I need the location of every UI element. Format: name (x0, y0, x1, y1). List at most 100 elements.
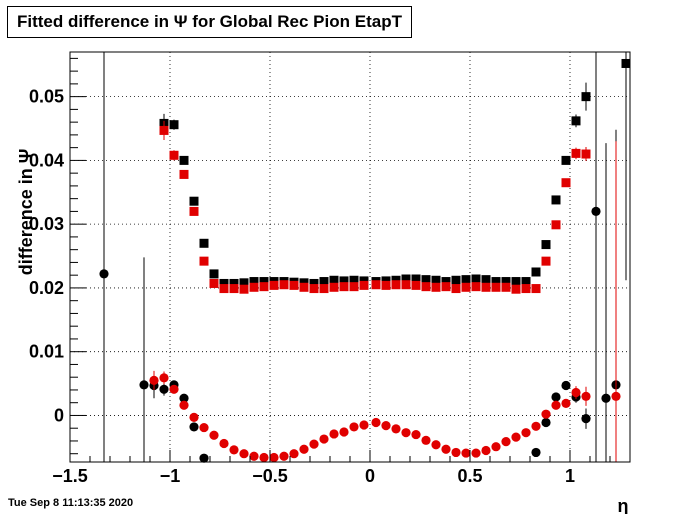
y-tick-label: 0.05 (29, 87, 64, 107)
y-tick-label: 0.02 (29, 278, 64, 298)
timestamp-label: Tue Sep 8 11:13:35 2020 (8, 497, 134, 509)
data-point-square (531, 284, 541, 294)
data-point-square (199, 238, 209, 248)
data-point-circle (551, 392, 561, 402)
data-point-square (621, 58, 631, 68)
data-point-circle (591, 206, 601, 217)
data-point-square (491, 277, 501, 287)
data-point-circle (581, 391, 591, 401)
data-point-circle (259, 452, 269, 463)
data-point-square (269, 280, 279, 290)
data-point-square (319, 277, 329, 287)
data-point-circle (611, 391, 621, 401)
data-point-square (561, 155, 571, 165)
data-point-circle (249, 451, 259, 461)
data-point-square (259, 282, 269, 292)
data-point-circle (551, 400, 561, 410)
data-point-square (541, 256, 551, 266)
data-point-square (329, 282, 339, 292)
data-point-square (461, 282, 471, 292)
data-point-square (541, 240, 551, 250)
data-point-circle (491, 442, 501, 452)
data-point-square (561, 178, 571, 188)
data-point-circle (359, 420, 369, 430)
data-point-square (179, 155, 189, 165)
data-point-square (259, 277, 269, 287)
data-point-square (521, 284, 531, 294)
y-tick-label: 0.01 (29, 342, 64, 362)
data-point-circle (289, 449, 299, 459)
series-3 (149, 141, 621, 463)
data-point-circle (531, 421, 541, 431)
data-point-circle (189, 412, 199, 422)
data-point-square (329, 275, 339, 285)
data-point-square (169, 150, 179, 160)
y-tick-label: 0.04 (29, 150, 64, 170)
data-point-circle (601, 393, 611, 403)
data-point-square (391, 280, 401, 290)
data-point-square (491, 282, 501, 292)
data-point-square (441, 282, 451, 292)
data-point-square (189, 206, 199, 216)
data-point-square (511, 277, 521, 287)
data-point-square (521, 277, 531, 287)
data-point-circle (219, 438, 229, 449)
data-point-circle (339, 427, 349, 437)
data-point-square (431, 275, 441, 285)
data-point-circle (139, 380, 149, 390)
data-point-circle (541, 417, 551, 428)
data-point-square (319, 284, 329, 294)
data-point-square (581, 92, 591, 102)
data-point-circle (239, 449, 249, 459)
data-point-circle (319, 434, 329, 444)
x-tick-label: −1 (160, 466, 181, 486)
data-point-square (229, 284, 239, 294)
data-point-circle (511, 432, 521, 442)
data-point-square (159, 125, 169, 135)
data-point-square (501, 282, 511, 292)
data-point-circle (299, 444, 309, 454)
data-point-circle (561, 380, 571, 391)
data-point-circle (471, 448, 481, 458)
data-point-circle (371, 417, 381, 428)
data-point-circle (571, 387, 581, 398)
data-point-square (551, 195, 561, 205)
data-point-square (471, 274, 481, 284)
data-point-square (571, 148, 581, 158)
data-point-square (179, 169, 189, 179)
data-point-square (401, 274, 411, 284)
data-point-square (249, 282, 259, 292)
data-point-circle (269, 452, 279, 463)
data-point-square (239, 278, 249, 288)
data-point-circle (581, 414, 591, 424)
series-2 (99, 52, 621, 463)
data-point-square (381, 280, 391, 290)
data-point-square (421, 275, 431, 285)
data-point-square (359, 280, 369, 290)
data-point-square (209, 269, 219, 279)
data-point-square (279, 280, 289, 290)
data-point-circle (169, 384, 179, 394)
data-point-square (229, 278, 239, 288)
data-point-circle (421, 435, 431, 445)
tick-labels: −1.5 −1 −0.5 0 0.5 1 0 0.01 0.02 0.03 0.04 0.05 (29, 87, 575, 486)
data-point-square (571, 116, 581, 126)
data-point-circle (401, 428, 411, 438)
chart-title: Fitted difference in Ψ for Global Rec Pi… (7, 6, 412, 38)
data-point-circle (521, 428, 531, 438)
data-point-circle (99, 269, 109, 279)
data-point-square (169, 120, 179, 130)
data-point-square (501, 277, 511, 287)
data-point-square (219, 278, 229, 288)
data-point-circle (381, 421, 391, 431)
data-point-square (339, 282, 349, 292)
data-point-square (239, 284, 249, 294)
data-point-square (219, 284, 229, 294)
y-tick-label: 0 (54, 405, 64, 425)
x-axis-title: η (618, 496, 629, 514)
x-tick-label: −1.5 (52, 466, 88, 486)
x-tick-label: 1 (565, 466, 575, 486)
data-point-square (481, 282, 491, 292)
x-tick-label: 0.5 (457, 466, 482, 486)
